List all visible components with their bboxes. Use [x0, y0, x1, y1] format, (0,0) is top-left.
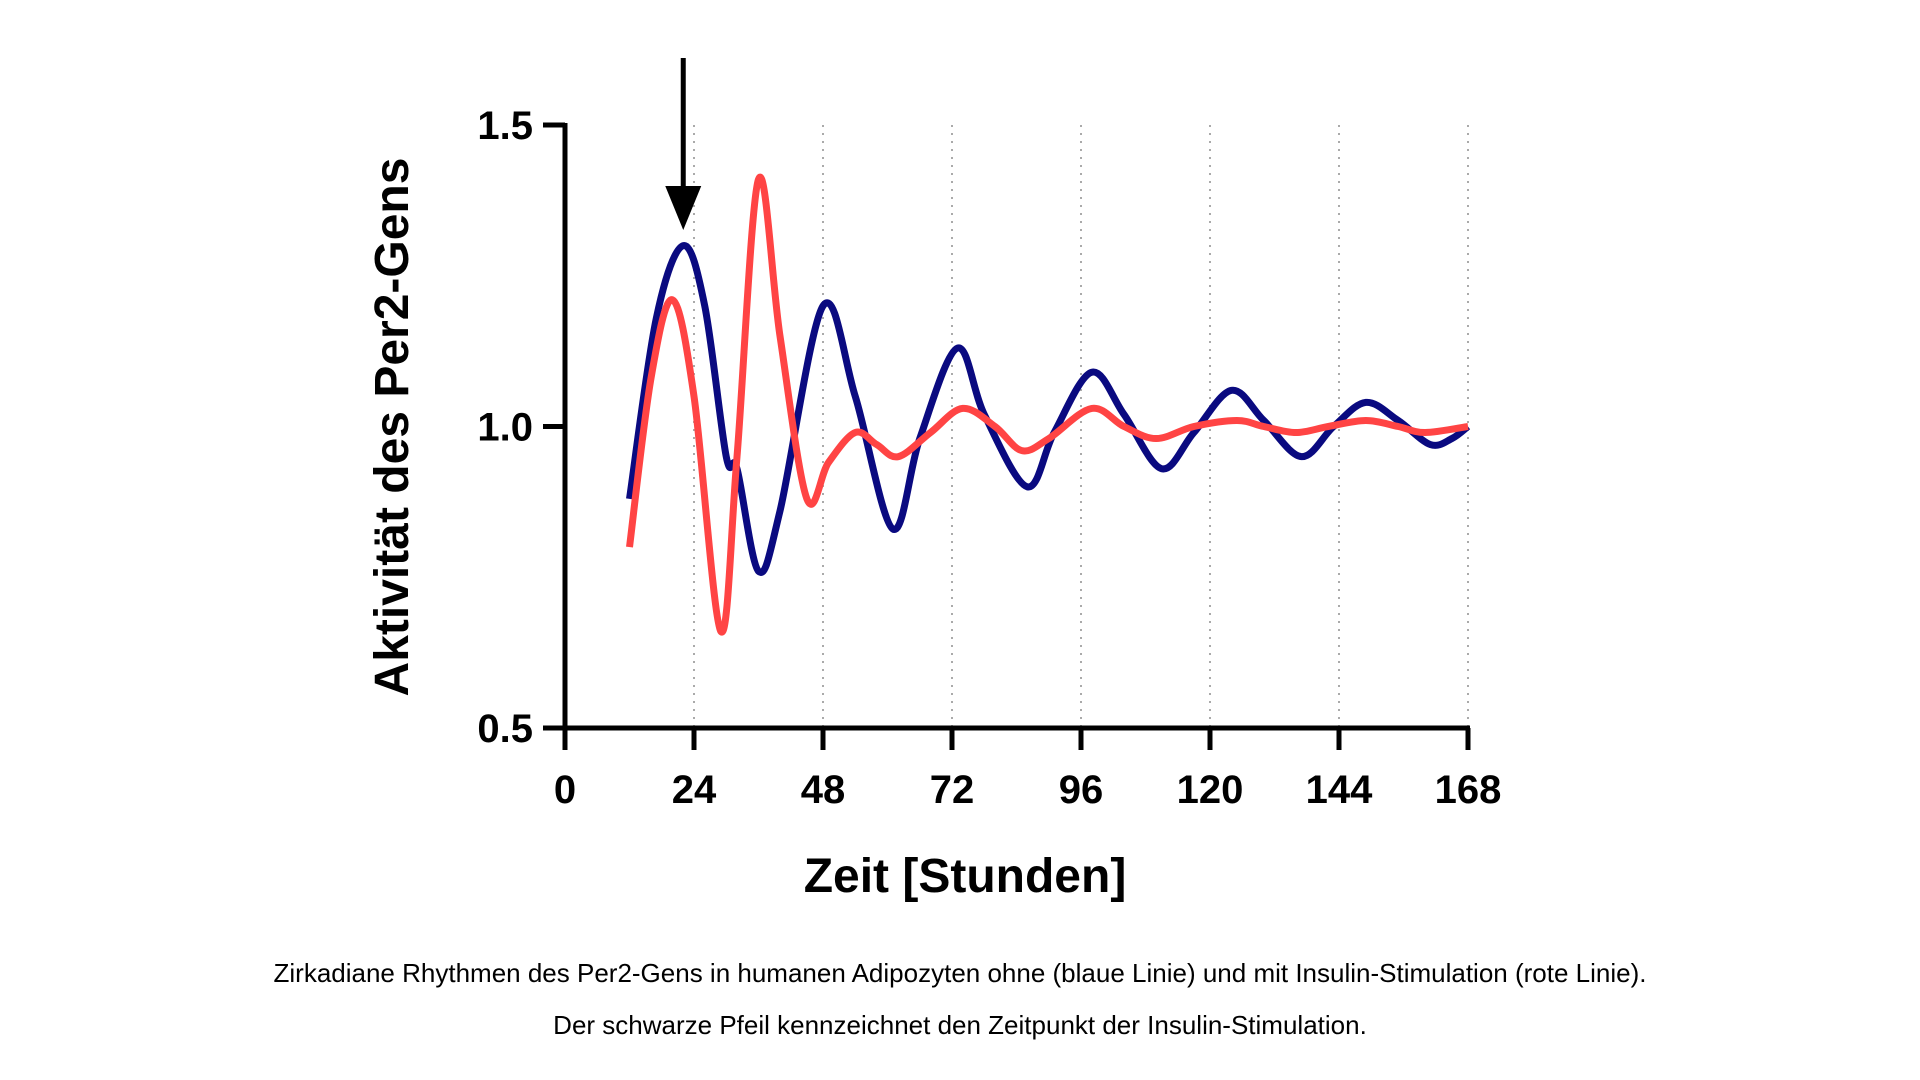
y-tick-label: 1.5 [477, 104, 533, 148]
caption-line-1: Zirkadiane Rhythmen des Per2-Gens in hum… [273, 958, 1647, 988]
x-tick-label: 168 [1435, 768, 1502, 812]
x-axis-title: Zeit [Stunden] [804, 850, 1127, 903]
arrow-head-icon [665, 186, 702, 230]
y-tick-label: 0.5 [477, 707, 533, 751]
x-tick-label: 48 [801, 768, 846, 812]
series-line-red [626, 173, 1469, 636]
y-axis-title: Aktivität des Per2-Gens [366, 158, 419, 697]
y-tick-label: 1.0 [477, 406, 533, 450]
x-tick-label: 72 [930, 768, 975, 812]
x-tick-label: 24 [672, 768, 717, 812]
x-tick-label: 120 [1177, 768, 1244, 812]
x-tick-label: 0 [554, 768, 576, 812]
series-line-blue [626, 242, 1471, 576]
x-tick-label: 144 [1306, 768, 1373, 812]
x-tick-label: 96 [1059, 768, 1104, 812]
caption-line-2: Der schwarze Pfeil kennzeichnet den Zeit… [553, 1010, 1367, 1040]
